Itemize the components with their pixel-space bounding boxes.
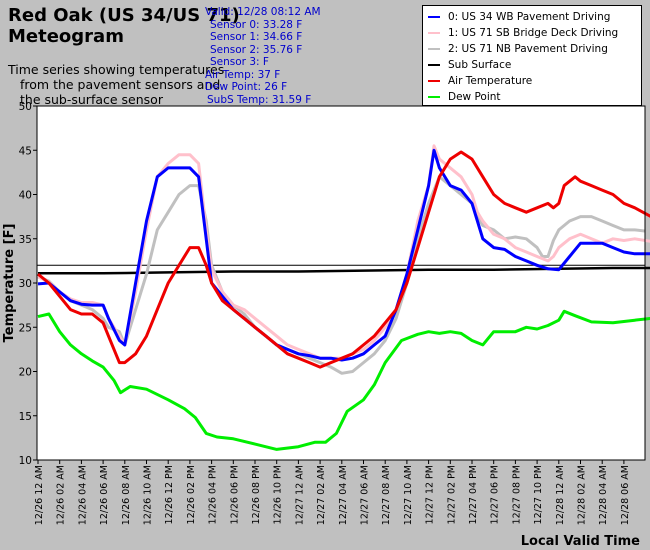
title-line-2: Meteogram	[8, 26, 124, 47]
x-tick-label: 12/27 08 PM	[511, 465, 522, 524]
x-tick-label: 12/26 06 AM	[99, 465, 110, 525]
legend-swatch	[428, 48, 440, 50]
legend-label: 1: US 71 SB Bridge Deck Driving	[448, 27, 619, 39]
obs-sensor-2: Sensor 2: 35.76 F	[210, 43, 303, 56]
plot-border	[36, 105, 646, 461]
x-tick-label: 12/26 02 AM	[56, 465, 67, 525]
x-tick-label: 12/27 02 PM	[446, 465, 457, 524]
x-tick-label: 12/27 06 AM	[360, 465, 371, 525]
y-tick-label: 20	[19, 367, 32, 379]
x-tick-label: 12/26 04 AM	[77, 465, 88, 525]
obs-subsurface-temp: SubS Temp: 31.59 F	[207, 93, 312, 106]
subtitle-line-1: Time series showing temperatures	[8, 62, 225, 77]
x-tick-label: 12/27 04 AM	[338, 465, 349, 525]
x-tick-label: 12/26 02 PM	[186, 465, 197, 524]
x-tick-label: 12/27 12 PM	[425, 465, 436, 524]
x-tick-label: 12/27 10 AM	[403, 465, 414, 525]
x-tick-label: 12/26 08 AM	[121, 465, 132, 525]
series-0-us-34-wb-pavement-driving	[37, 148, 650, 362]
y-tick-label: 50	[19, 101, 32, 113]
obs-header: Valid: 12/28 08:12 AM	[205, 6, 321, 18]
legend-swatch	[428, 80, 440, 82]
x-tick-label: 12/26 12 AM	[34, 465, 45, 525]
legend-label: 2: US 71 NB Pavement Driving	[448, 43, 608, 55]
x-tick-label: 12/28 06 AM	[620, 465, 631, 525]
x-tick-label: 12/27 10 PM	[533, 465, 544, 524]
obs-sensor-0: Sensor 0: 33.28 F	[210, 18, 303, 31]
y-tick-label: 15	[19, 411, 32, 423]
chart-title: Red Oak (US 34/US 71) Meteogram	[8, 5, 240, 47]
legend-swatch	[428, 32, 440, 34]
x-tick-label: 12/27 02 AM	[316, 465, 327, 525]
legend-item-sensor-2: 2: US 71 NB Pavement Driving	[428, 42, 608, 56]
legend-label: Sub Surface	[448, 59, 512, 71]
legend-label: 0: US 34 WB Pavement Driving	[448, 11, 611, 23]
x-tick-label: 12/28 04 AM	[598, 465, 609, 525]
y-axis-label: Temperature [F]	[2, 224, 17, 343]
obs-sensor-3: Sensor 3: F	[210, 56, 269, 68]
legend-label: Air Temperature	[448, 75, 533, 87]
chart-legend: 0: US 34 WB Pavement Driving 1: US 71 SB…	[422, 5, 642, 106]
title-line-1: Red Oak (US 34/US 71)	[8, 5, 240, 26]
subtitle-line-3: the sub-surface sensor	[20, 92, 163, 107]
legend-swatch	[428, 16, 440, 18]
x-tick-label: 12/27 06 PM	[490, 465, 501, 524]
x-tick-label: 12/26 04 PM	[208, 465, 219, 524]
legend-item-sensor-1: 1: US 71 SB Bridge Deck Driving	[428, 26, 618, 40]
y-tick-label: 30	[19, 278, 32, 290]
legend-label: Dew Point	[448, 91, 501, 103]
x-tick-label: 12/26 08 PM	[251, 465, 262, 524]
y-tick-label: 10	[19, 455, 32, 467]
legend-item-air-temperature: Air Temperature	[428, 74, 532, 88]
x-tick-label: 12/27 08 AM	[381, 465, 392, 525]
legend-item-sensor-0: 0: US 34 WB Pavement Driving	[428, 10, 610, 24]
x-tick-label: 12/26 12 PM	[164, 465, 175, 524]
series-2-us-71-nb-pavement-driving	[37, 175, 650, 375]
legend-item-sub-surface: Sub Surface	[428, 58, 511, 72]
plot-area	[37, 106, 645, 460]
x-tick-label: 12/26 06 PM	[229, 465, 240, 524]
x-axis-label: Local Valid Time	[521, 534, 640, 549]
y-tick-label: 35	[19, 234, 32, 246]
legend-swatch	[428, 64, 440, 66]
x-tick-label: 12/28 12 AM	[555, 465, 566, 525]
obs-dew-point: Dew Point: 26 F	[205, 81, 288, 93]
subtitle-line-2: from the pavement sensors and	[20, 77, 221, 92]
x-tick-label: 12/27 12 AM	[294, 465, 305, 525]
obs-sensor-1: Sensor 1: 34.66 F	[210, 31, 303, 43]
y-tick-label: 45	[19, 145, 32, 157]
y-tick-label: 40	[19, 190, 32, 202]
observation-readout: Valid: 12/28 08:12 AM Sensor 0: 33.28 F …	[205, 6, 321, 106]
legend-item-dew-point: Dew Point	[428, 90, 501, 104]
series-air-temperature	[37, 150, 650, 369]
obs-air-temp: Air Temp: 37 F	[205, 68, 281, 81]
chart-subtitle: Time series showing temperatures from th…	[8, 62, 224, 107]
series-dew-point	[37, 309, 650, 451]
x-tick-label: 12/26 10 PM	[273, 465, 284, 524]
y-tick-label: 25	[19, 322, 32, 334]
x-tick-label: 12/28 02 AM	[577, 465, 588, 525]
x-tick-label: 12/26 10 AM	[143, 465, 154, 525]
x-tick-label: 12/27 04 PM	[468, 465, 479, 524]
legend-swatch	[428, 96, 440, 98]
